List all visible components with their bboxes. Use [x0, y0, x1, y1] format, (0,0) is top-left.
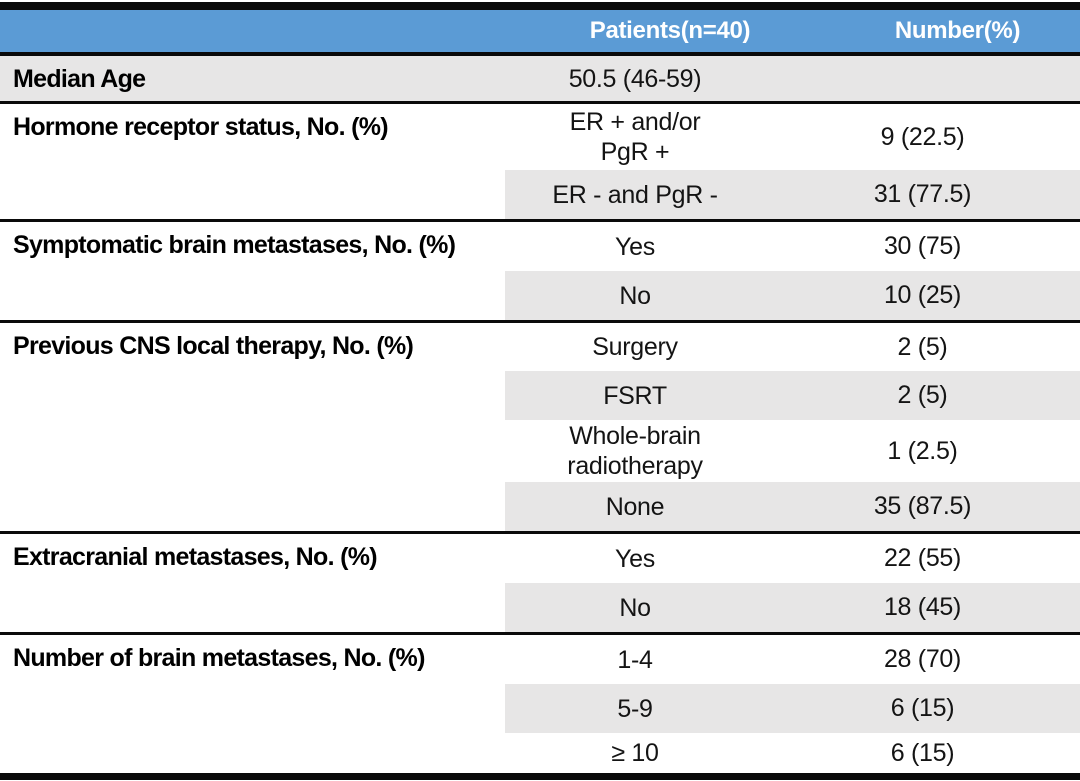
table-row: None 35 (87.5): [505, 482, 1080, 531]
row-category-label: Median Age: [13, 65, 146, 93]
number-cell: 2 (5): [897, 332, 948, 361]
section-extracranial-metastases: Extracranial metastases, No. (%) Yes 22 …: [0, 534, 1080, 635]
section-rows: ER + and/or PgR + 9 (22.5) ER - and PgR -…: [505, 104, 1080, 219]
value-cell: No: [619, 593, 651, 622]
number-cell: 22 (55): [883, 544, 962, 572]
value-cell: ER - and PgR -: [552, 180, 718, 209]
row-category-label: Extracranial metastases, No. (%): [13, 543, 378, 571]
value-cell: ≥ 10: [611, 739, 659, 767]
top-border-rule: [0, 2, 1080, 10]
section-symptomatic-brain-metastases: Symptomatic brain metastases, No. (%) Ye…: [0, 222, 1080, 323]
table-row: ≥ 10 6 (15): [505, 733, 1080, 773]
table-row: No 18 (45): [505, 583, 1080, 632]
table-row: 5-9 6 (15): [505, 684, 1080, 733]
section-hormone-receptor-status: Hormone receptor status, No. (%) ER + an…: [0, 104, 1080, 222]
table-row: 50.5 (46-59): [505, 56, 1080, 101]
row-category-label: Symptomatic brain metastases, No. (%): [13, 231, 456, 259]
number-cell: 9 (22.5): [880, 122, 965, 151]
value-cell: Surgery: [592, 333, 678, 361]
header-cell-number: Number(%): [894, 17, 1021, 44]
number-cell: 10 (25): [883, 281, 962, 309]
table-row: Yes 30 (75): [505, 222, 1080, 271]
value-cell: FSRT: [603, 381, 667, 410]
value-cell: Yes: [615, 544, 655, 573]
value-cell: ER + and/or PgR +: [569, 108, 701, 166]
value-cell: None: [605, 492, 665, 521]
section-median-age: Median Age 50.5 (46-59): [0, 56, 1080, 104]
number-cell: 6 (15): [890, 738, 955, 767]
section-rows: Yes 22 (55) No 18 (45): [505, 534, 1080, 632]
number-cell: 1 (2.5): [887, 436, 958, 465]
number-cell: 35 (87.5): [873, 492, 972, 520]
value-cell: Yes: [615, 232, 655, 261]
value-cell: Whole-brain radiotherapy: [567, 422, 703, 480]
section-rows: Surgery 2 (5) FSRT 2 (5) Whole-brain radi…: [505, 323, 1080, 531]
number-cell: 2 (5): [897, 381, 948, 409]
value-cell: 50.5 (46-59): [568, 64, 702, 93]
section-previous-cns-local-therapy: Previous CNS local therapy, No. (%) Surg…: [0, 323, 1080, 534]
table-row: ER + and/or PgR + 9 (22.5): [505, 104, 1080, 170]
table-row: 1-4 28 (70): [505, 635, 1080, 684]
section-rows: Yes 30 (75) No 10 (25): [505, 222, 1080, 320]
table-row: Surgery 2 (5): [505, 323, 1080, 371]
row-category-label: Hormone receptor status, No. (%): [13, 113, 389, 141]
number-cell: 31 (77.5): [873, 180, 972, 208]
number-cell: 18 (45): [883, 593, 962, 621]
number-cell: 6 (15): [890, 694, 955, 722]
section-rows: 50.5 (46-59): [505, 56, 1080, 101]
table-row: ER - and PgR - 31 (77.5): [505, 170, 1080, 219]
number-cell: 28 (70): [883, 645, 962, 673]
table-row: No 10 (25): [505, 271, 1080, 320]
number-cell: 30 (75): [883, 232, 962, 260]
table-row: Yes 22 (55): [505, 534, 1080, 583]
value-cell: No: [619, 281, 651, 310]
table-row: FSRT 2 (5): [505, 371, 1080, 420]
section-number-of-brain-metastases: Number of brain metastases, No. (%) 1-4 …: [0, 635, 1080, 773]
number-cell: [765, 56, 1080, 101]
header-cell-category: [0, 10, 505, 52]
value-cell: 1-4: [617, 645, 653, 674]
header-cell-patients: Patients(n=40): [589, 17, 751, 44]
table-header-row: Patients(n=40) Number(%): [0, 10, 1080, 56]
bottom-border-rule: [0, 773, 1080, 780]
row-category-label: Previous CNS local therapy, No. (%): [13, 332, 414, 360]
row-category-label: Number of brain metastases, No. (%): [13, 644, 425, 672]
table-row: Whole-brain radiotherapy 1 (2.5): [505, 420, 1080, 482]
section-rows: 1-4 28 (70) 5-9 6 (15) ≥ 10 6 (15): [505, 635, 1080, 773]
value-cell: 5-9: [617, 694, 653, 723]
